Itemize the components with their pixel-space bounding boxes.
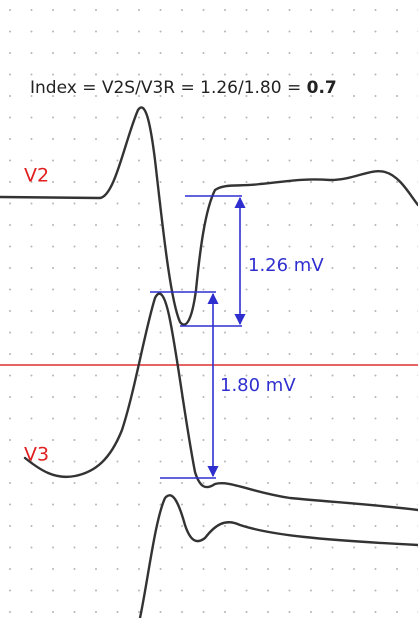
index-formula: Index = V2S/V3R = 1.26/1.80 = 0.7: [30, 78, 337, 98]
measure-label: 1.26 mV: [248, 255, 324, 276]
formula-result: 0.7: [307, 78, 337, 98]
lower-trace: [138, 494, 418, 618]
formula-text: Index = V2S/V3R = 1.26/1.80 =: [30, 78, 307, 98]
lead-label: V2: [24, 165, 49, 187]
v3-trace: [23, 292, 418, 512]
v2-trace: [0, 106, 418, 326]
lead-label: V3: [24, 444, 49, 466]
measure-label: 1.80 mV: [220, 375, 296, 396]
